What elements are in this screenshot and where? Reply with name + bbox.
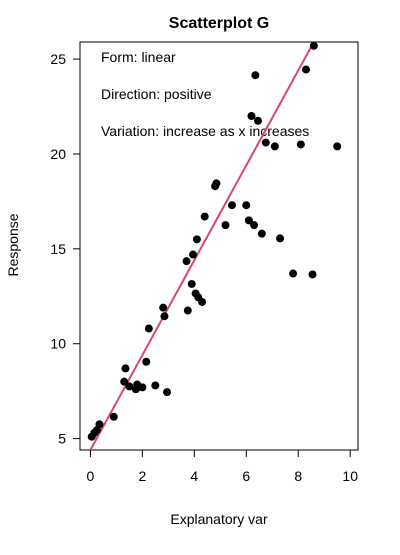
x-tick-label: 4 — [190, 468, 198, 484]
data-point — [309, 41, 318, 50]
axes: 0 2 4 6 8 10 5 10 15 20 25 — [50, 41, 359, 484]
data-point — [276, 234, 285, 243]
data-point — [142, 357, 151, 366]
data-point — [257, 229, 266, 238]
data-point — [120, 377, 129, 386]
data-point — [187, 279, 196, 288]
annotation-variation: Variation: increase as x increases — [101, 123, 309, 139]
data-point — [183, 306, 192, 315]
points-group — [87, 41, 342, 441]
chart-title: Scatterplot G — [169, 15, 269, 32]
y-axis-label: Response — [5, 213, 21, 276]
x-axis-label: Explanatory var — [170, 511, 268, 527]
data-point — [244, 216, 253, 225]
data-point — [253, 116, 262, 125]
data-point — [296, 140, 305, 149]
data-point — [125, 382, 134, 391]
x-tick-label: 0 — [86, 468, 94, 484]
data-point — [227, 201, 236, 210]
data-point — [109, 412, 118, 421]
data-point — [302, 65, 311, 74]
data-point — [160, 312, 169, 321]
data-point — [333, 142, 342, 151]
data-point — [163, 388, 172, 397]
data-point — [192, 235, 201, 244]
data-point — [242, 201, 251, 210]
data-point — [144, 324, 153, 333]
data-point — [198, 297, 207, 306]
y-tick-label: 10 — [50, 336, 66, 352]
y-tick-label: 20 — [50, 146, 66, 162]
x-tick-label: 6 — [242, 468, 250, 484]
data-point — [221, 221, 230, 230]
annotation-form: Form: linear — [101, 49, 176, 65]
fit-line — [89, 42, 315, 450]
data-point — [189, 250, 198, 259]
x-tick-label: 8 — [294, 468, 302, 484]
data-point — [151, 381, 160, 390]
data-point — [159, 303, 168, 312]
fit-line-group — [89, 42, 315, 450]
data-point — [182, 257, 191, 266]
data-point — [251, 71, 260, 80]
annotations: Form: linear Direction: positive Variati… — [101, 49, 309, 139]
x-tick-label: 2 — [138, 468, 146, 484]
data-point — [270, 142, 279, 151]
plot-frame — [79, 41, 359, 451]
data-point — [250, 221, 259, 230]
x-tick-label: 10 — [342, 468, 358, 484]
data-point — [95, 420, 104, 429]
data-point — [138, 383, 147, 392]
y-tick-label: 15 — [50, 241, 66, 257]
annotation-direction: Direction: positive — [101, 86, 212, 102]
data-point — [212, 179, 221, 188]
data-point — [121, 364, 130, 373]
data-point — [200, 212, 209, 221]
y-tick-label: 25 — [50, 51, 66, 67]
data-point — [247, 112, 256, 121]
y-tick-label: 5 — [58, 431, 66, 447]
data-point — [308, 270, 317, 279]
data-point — [289, 269, 298, 278]
data-point — [261, 138, 270, 147]
